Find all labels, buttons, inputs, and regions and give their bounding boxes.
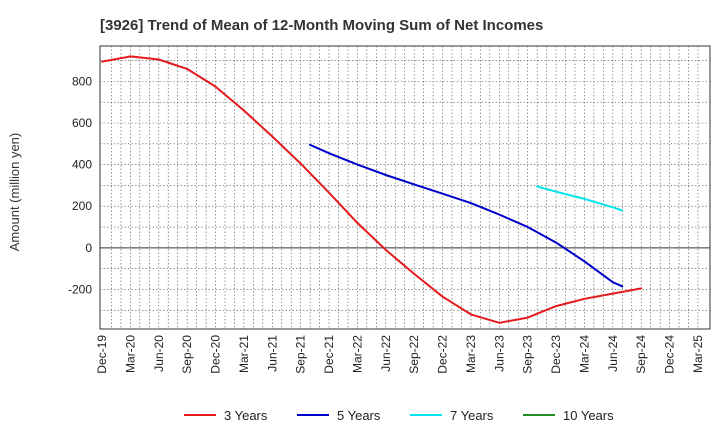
x-tick-label: Mar-23 — [464, 335, 478, 373]
x-tick-label: Jun-22 — [379, 335, 393, 372]
series-line — [101, 55, 643, 324]
y-tick-label: 0 — [85, 241, 92, 255]
x-tick-label: Sep-22 — [407, 335, 421, 374]
x-tick-label: Jun-23 — [492, 335, 506, 372]
legend-label: 3 Years — [224, 408, 268, 423]
x-tick-label: Mar-21 — [237, 335, 251, 373]
x-tick-label: Mar-22 — [350, 335, 364, 373]
x-tick-label: Dec-20 — [209, 335, 223, 374]
x-tick-label: Dec-23 — [549, 335, 563, 374]
x-tick-label: Sep-20 — [180, 335, 194, 374]
chart-title: [3926] Trend of Mean of 12-Month Moving … — [100, 17, 543, 34]
y-tick-label: -200 — [68, 282, 92, 296]
x-tick-labels: Dec-19 Mar-20 Jun-20 Sep-20 Dec-20 Mar-21 Jun-… — [95, 335, 705, 374]
grid-lines — [100, 46, 710, 329]
y-tick-label: 600 — [72, 116, 92, 130]
x-tick-label: Sep-21 — [294, 335, 308, 374]
y-tick-label: 400 — [72, 158, 92, 172]
x-tick-label: Dec-24 — [663, 335, 677, 374]
x-tick-label: Mar-24 — [577, 335, 591, 373]
legend-label: 5 Years — [337, 408, 381, 423]
x-tick-label: Sep-23 — [521, 335, 535, 374]
series-lines — [101, 55, 643, 324]
x-tick-label: Dec-21 — [322, 335, 336, 374]
x-tick-label: Dec-22 — [436, 335, 450, 374]
x-tick-label: Dec-19 — [95, 335, 109, 374]
y-axis-label: Amount (million yen) — [7, 133, 22, 252]
y-tick-label: 200 — [72, 199, 92, 213]
series-line — [536, 185, 624, 212]
x-tick-label: Mar-25 — [691, 335, 705, 373]
legend: 3 Years 5 Years 7 Years 10 Years — [184, 408, 614, 423]
series-line — [309, 143, 624, 288]
x-tick-label: Sep-24 — [634, 335, 648, 374]
x-tick-label: Jun-20 — [152, 335, 166, 372]
y-tick-labels: -200 0 200 400 600 800 — [68, 74, 92, 296]
y-tick-label: 800 — [72, 74, 92, 88]
legend-label: 7 Years — [450, 408, 494, 423]
legend-label: 10 Years — [563, 408, 614, 423]
x-tick-label: Mar-20 — [123, 335, 137, 373]
x-tick-label: Jun-24 — [606, 335, 620, 372]
x-tick-label: Jun-21 — [265, 335, 279, 372]
